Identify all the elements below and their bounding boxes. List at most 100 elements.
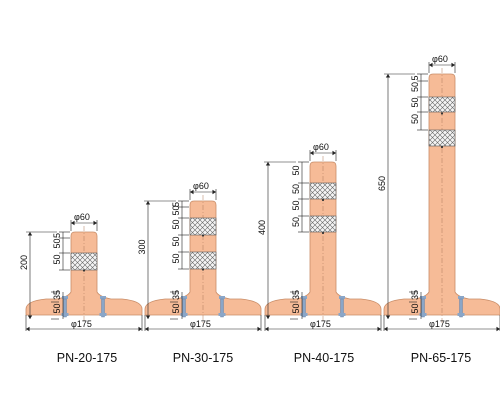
bolt-nut bbox=[61, 313, 69, 316]
segment-label: 50 bbox=[52, 238, 62, 248]
bolt-head bbox=[301, 296, 307, 299]
dimension-arrow bbox=[145, 326, 149, 332]
dimension-arrow bbox=[429, 62, 433, 68]
bolt-head bbox=[339, 296, 345, 299]
top-diameter-label: φ60 bbox=[193, 181, 209, 191]
anchor-bolt bbox=[101, 298, 105, 318]
overall-height-label: 650 bbox=[377, 176, 387, 191]
base-segment-label: 50 bbox=[52, 303, 62, 313]
bolt-head bbox=[420, 296, 426, 299]
bolt-nut bbox=[99, 313, 107, 316]
bolt-nut bbox=[338, 313, 346, 316]
base-segment-label: 35 bbox=[410, 290, 420, 300]
dimension-arrow bbox=[190, 189, 194, 195]
dimension-arrow bbox=[451, 62, 455, 68]
base-diameter-label: φ175 bbox=[71, 319, 92, 329]
segment-label: 50 bbox=[410, 97, 420, 107]
dimension-arrow bbox=[265, 326, 269, 332]
reflector-band bbox=[428, 96, 456, 113]
dimension-arrow bbox=[27, 315, 33, 319]
model-label: PN-65-175 bbox=[411, 351, 471, 365]
bolt-head bbox=[181, 296, 187, 299]
post-body bbox=[383, 73, 500, 316]
base-segment-label: 35 bbox=[52, 290, 62, 300]
bolt-nut bbox=[419, 313, 427, 316]
overall-height-label: 200 bbox=[19, 255, 29, 270]
reflector-band bbox=[189, 217, 217, 236]
segment-label: 5 bbox=[52, 233, 62, 238]
bolt-nut bbox=[218, 313, 226, 316]
top-diameter-label: φ60 bbox=[313, 142, 329, 152]
segment-label: 50 bbox=[171, 236, 181, 246]
segment-label: 50 bbox=[171, 205, 181, 215]
segment-label: 50 bbox=[291, 165, 301, 175]
anchor-bolt bbox=[459, 298, 463, 318]
anchor-bolt bbox=[182, 298, 186, 318]
bolt-nut bbox=[180, 313, 188, 316]
reflector-band bbox=[309, 215, 337, 233]
base-diameter-label: φ175 bbox=[310, 319, 331, 329]
dimension-arrow bbox=[26, 326, 30, 332]
segment-label: 50 bbox=[171, 253, 181, 263]
base-diameter-label: φ175 bbox=[190, 319, 211, 329]
top-diameter-label: φ60 bbox=[432, 54, 448, 64]
dimension-arrow bbox=[145, 201, 151, 205]
dimension-arrow bbox=[385, 74, 391, 78]
dimension-arrow bbox=[385, 315, 391, 319]
dimension-arrow bbox=[212, 189, 216, 195]
segment-label: 5 bbox=[410, 75, 420, 80]
bollard-pn-40-175: φ60 φ175 50 50 50 50 35 50 400 PN-40-175 bbox=[257, 142, 382, 365]
segment-label: 50 bbox=[291, 200, 301, 210]
dimension-arrow bbox=[257, 326, 261, 332]
dimension-arrow bbox=[265, 315, 271, 319]
bollard-pn-65-175: φ60 φ175 5 50 50 50 35 50 650 PN-65-175 bbox=[377, 54, 500, 365]
dimension-arrow bbox=[265, 162, 271, 166]
base-segment-label: 35 bbox=[171, 290, 181, 300]
reflector-band bbox=[428, 129, 456, 147]
bolt-head bbox=[100, 296, 106, 299]
overall-height-label: 400 bbox=[257, 220, 267, 235]
rivet bbox=[440, 112, 444, 115]
base-segment-label: 35 bbox=[291, 290, 301, 300]
base-segment-label: 50 bbox=[410, 303, 420, 313]
segment-label: 5 bbox=[171, 202, 181, 207]
rivet bbox=[82, 269, 86, 272]
top-diameter-label: φ60 bbox=[74, 212, 90, 222]
model-label: PN-30-175 bbox=[173, 351, 233, 365]
reflector-band bbox=[70, 252, 98, 271]
anchor-bolt bbox=[421, 298, 425, 318]
rivet bbox=[321, 198, 325, 202]
dimension-arrow bbox=[27, 232, 33, 236]
dimension-arrow bbox=[332, 150, 336, 156]
dimension-arrow bbox=[377, 326, 381, 332]
dimension-arrow bbox=[71, 220, 75, 226]
rivet bbox=[440, 145, 444, 149]
base-segment-label: 50 bbox=[291, 303, 301, 313]
reflector-band bbox=[189, 251, 217, 270]
dimension-arrow bbox=[310, 150, 314, 156]
model-label: PN-40-175 bbox=[294, 351, 354, 365]
segment-label: 50 bbox=[291, 184, 301, 194]
anchor-bolt bbox=[63, 298, 67, 318]
base-diameter-label: φ175 bbox=[429, 319, 450, 329]
rivet bbox=[201, 268, 205, 271]
segment-label: 50 bbox=[171, 219, 181, 229]
bolt-nut bbox=[300, 313, 308, 316]
overall-height-label: 300 bbox=[137, 239, 147, 254]
segment-label: 50 bbox=[410, 114, 420, 124]
dimension-arrow bbox=[93, 220, 97, 226]
anchor-bolt bbox=[220, 298, 224, 318]
reflector-band bbox=[309, 182, 337, 200]
anchor-bolt bbox=[340, 298, 344, 318]
segment-label: 50 bbox=[52, 254, 62, 264]
rivet bbox=[321, 231, 325, 235]
anchor-bolt bbox=[302, 298, 306, 318]
segment-label: 50 bbox=[291, 217, 301, 227]
dimension-arrow bbox=[145, 315, 151, 319]
bolt-head bbox=[62, 296, 68, 299]
dimension-arrow bbox=[138, 326, 142, 332]
